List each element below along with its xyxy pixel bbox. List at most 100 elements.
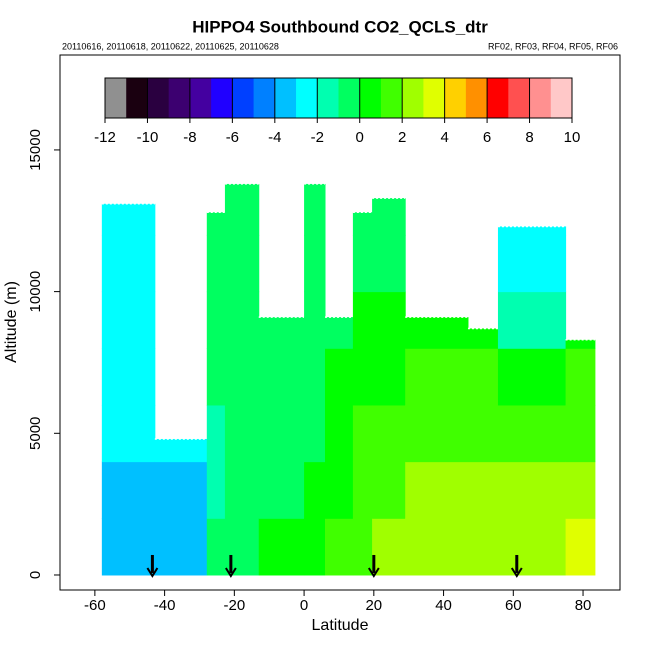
- colorbar-tick-label: 10: [564, 129, 581, 146]
- curtain-cell: [497, 234, 567, 293]
- arrow-head: [510, 567, 523, 578]
- curtain-cell: [497, 518, 567, 576]
- curtain-cell: [154, 438, 208, 463]
- colorbar-tick-label: 4: [440, 129, 448, 146]
- curtain-cell: [372, 404, 406, 463]
- x-tick-label: 40: [435, 597, 452, 614]
- arrow-head: [367, 567, 380, 578]
- curtain-cell: [467, 518, 499, 576]
- curtain-cell: [224, 461, 260, 519]
- colorbar-swatch: [465, 78, 488, 118]
- curtain-cell: [405, 348, 469, 406]
- curtain-cell: [258, 348, 305, 406]
- arrow: [146, 554, 159, 578]
- curtain-cell: [224, 291, 260, 349]
- curtain-cell: [352, 291, 373, 349]
- curtain-cell: [224, 404, 260, 463]
- curtain-cell: [497, 461, 567, 519]
- colorbar-tick-label: -12: [94, 129, 116, 146]
- curtain-cell: [497, 404, 567, 463]
- colorbar-swatch: [105, 78, 127, 118]
- colorbar-swatch: [317, 78, 339, 118]
- curtain-cell: [325, 461, 354, 519]
- curtain-cell: [304, 183, 326, 236]
- colorbar-swatch: [274, 78, 297, 118]
- arrow: [510, 554, 523, 578]
- colorbar-swatch: [168, 78, 191, 118]
- colorbar-tick-label: -6: [226, 129, 239, 146]
- curtain-cell: [372, 348, 406, 406]
- curtain-cell: [206, 212, 226, 236]
- curtain-cell: [224, 348, 260, 406]
- curtain-cell: [206, 291, 226, 349]
- curtain-cell: [206, 518, 226, 576]
- curtain-cell: [304, 404, 326, 463]
- curtain-cell: [565, 348, 596, 406]
- colorbar-swatch: [253, 78, 276, 118]
- arrow: [225, 554, 237, 578]
- colorbar-swatch: [126, 78, 148, 118]
- curtain-cell: [467, 328, 499, 349]
- curtain-cell: [258, 518, 305, 576]
- curtain-cell: [467, 404, 499, 463]
- curtain-cell: [258, 404, 305, 463]
- curtain-cell: [325, 518, 354, 576]
- curtain-cell: [405, 317, 469, 349]
- x-tick-label: 20: [365, 597, 382, 614]
- colorbar-tick-label: 2: [398, 129, 406, 146]
- x-tick-label: -60: [84, 597, 106, 614]
- x-tick-label: -40: [154, 597, 176, 614]
- colorbar-tick-label: 8: [525, 129, 533, 146]
- curtain-cell: [352, 518, 373, 576]
- curtain-cell: [224, 183, 260, 236]
- y-tick-label: 0: [27, 571, 44, 579]
- curtain-cell: [352, 234, 373, 293]
- curtain-cell: [467, 348, 499, 406]
- colorbar-tick-label: -2: [311, 129, 324, 146]
- curtain-cell: [372, 198, 406, 236]
- curtain-cell: [372, 461, 406, 519]
- curtain-cell: [565, 339, 596, 349]
- curtain-cell: [467, 461, 499, 519]
- curtain-cell: [325, 348, 354, 406]
- curtain-cell: [304, 348, 326, 406]
- curtain-cell: [154, 461, 208, 519]
- colorbar-swatch: [508, 78, 530, 118]
- y-tick-label: 15000: [27, 129, 44, 171]
- colorbar-swatch: [296, 78, 318, 118]
- curtain-cell: [101, 518, 156, 576]
- colorbar-tick-label: -8: [183, 129, 196, 146]
- curtain-cell: [101, 461, 156, 519]
- curtain-cell: [325, 404, 354, 463]
- curtain-cell: [325, 317, 354, 349]
- curtain-cell: [372, 291, 406, 349]
- curtain-cell: [352, 348, 373, 406]
- arrow: [367, 554, 380, 578]
- curtain-cell: [497, 291, 567, 349]
- curtain-cell: [101, 404, 156, 463]
- curtain-cell: [224, 234, 260, 293]
- curtain-cell: [405, 461, 469, 519]
- colorbar-swatch: [189, 78, 212, 118]
- y-tick-label: 5000: [27, 417, 44, 450]
- curtain-cell: [101, 234, 156, 293]
- arrow-head: [146, 567, 159, 578]
- subtitle-right: RF02, RF03, RF04, RF05, RF06: [488, 41, 618, 51]
- colorbar-swatch: [211, 78, 233, 118]
- curtain-cell: [101, 348, 156, 406]
- colorbar-swatch: [444, 78, 467, 118]
- curtain-cell: [565, 461, 596, 519]
- curtain-cell: [258, 317, 305, 349]
- y-axis-label: Altitude (m): [3, 281, 20, 363]
- curtain-cell: [405, 518, 469, 576]
- colorbar-swatch: [529, 78, 552, 118]
- y-tick-label: 10000: [27, 271, 44, 313]
- subtitle-left: 20110616, 20110618, 20110622, 20110625, …: [62, 41, 279, 51]
- x-tick-label: 60: [505, 597, 522, 614]
- colorbar-tick-label: 0: [356, 129, 364, 146]
- curtain-cell: [206, 234, 226, 293]
- curtain-cell: [372, 518, 406, 576]
- colorbar-swatch: [232, 78, 254, 118]
- x-tick-label: 0: [300, 597, 308, 614]
- curtain-cell: [154, 518, 208, 576]
